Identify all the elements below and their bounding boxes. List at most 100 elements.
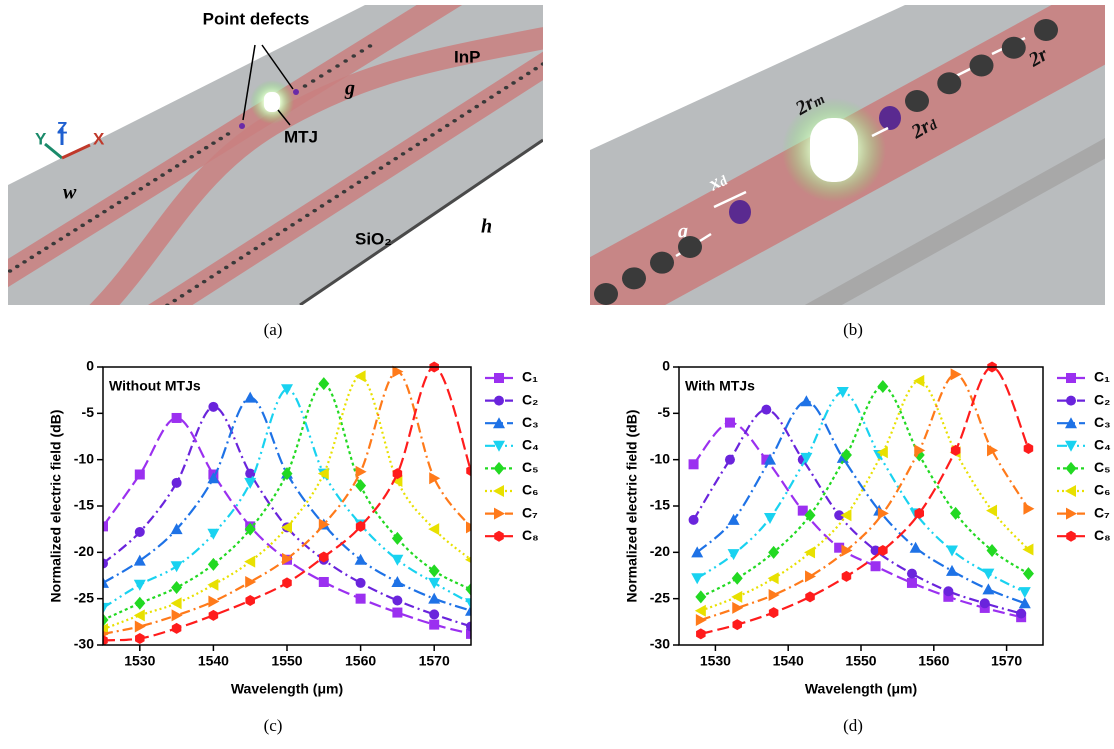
marker <box>725 418 735 428</box>
marker <box>494 462 505 475</box>
panel-label: (c) <box>264 716 283 735</box>
hole <box>937 72 961 94</box>
y-tick-label: -25 <box>650 589 670 605</box>
hole <box>189 155 194 159</box>
marker <box>429 609 439 619</box>
x-tick-label: 1560 <box>918 653 949 669</box>
hole <box>504 86 509 90</box>
hole <box>246 251 251 255</box>
marker <box>319 577 329 587</box>
hole <box>678 236 702 258</box>
legend-label: C₃ <box>522 414 539 430</box>
hole <box>102 210 107 214</box>
series-line <box>103 367 471 640</box>
marker <box>1016 608 1026 618</box>
hole <box>153 178 158 182</box>
hole <box>182 160 187 164</box>
marker <box>769 607 779 618</box>
hole <box>197 150 202 154</box>
marker <box>725 455 735 465</box>
marker <box>135 633 145 644</box>
hole <box>30 255 35 259</box>
hole <box>172 299 177 303</box>
x-tick-label: 1530 <box>700 653 731 669</box>
marker <box>1022 544 1033 556</box>
legend-label: C₁ <box>522 369 538 385</box>
marker <box>356 466 367 478</box>
series-line <box>701 381 1029 611</box>
marker <box>1023 567 1034 580</box>
hole <box>276 233 281 237</box>
marker <box>171 581 182 594</box>
marker <box>982 583 994 594</box>
x-axis-title: Wavelength (μm) <box>231 681 343 697</box>
hole <box>224 266 229 270</box>
hole <box>226 132 231 136</box>
hole <box>368 44 373 48</box>
series-line <box>697 392 1025 592</box>
y-tick-label: 0 <box>86 358 94 374</box>
legend-label: C₅ <box>522 459 539 475</box>
hole <box>80 224 85 228</box>
marker <box>429 620 439 630</box>
hole <box>489 95 494 99</box>
hole <box>452 119 457 123</box>
y-tick-label: -25 <box>74 589 94 605</box>
hole <box>15 265 20 269</box>
point-defect <box>879 106 901 130</box>
hole <box>327 199 332 203</box>
hole <box>379 166 384 170</box>
hole <box>519 76 524 80</box>
hole <box>88 219 93 223</box>
marker <box>732 602 743 614</box>
legend-label: C₅ <box>1094 459 1111 475</box>
hole <box>160 173 165 177</box>
marker <box>172 413 182 423</box>
marker <box>134 609 145 621</box>
marker <box>805 591 815 602</box>
marker <box>1066 508 1077 520</box>
marker <box>356 594 366 604</box>
marker <box>1065 485 1076 497</box>
marker <box>135 620 146 632</box>
hole <box>95 214 100 218</box>
plot-area <box>689 362 1035 640</box>
annotation: InP <box>454 47 480 66</box>
hole <box>467 110 472 114</box>
legend-label: C₈ <box>1094 527 1111 543</box>
legend-label: C₂ <box>522 391 538 407</box>
marker <box>208 558 219 571</box>
hole <box>8 269 13 273</box>
marker <box>878 507 889 519</box>
hole <box>124 196 129 200</box>
marker <box>805 570 816 582</box>
marker <box>1024 443 1034 454</box>
hole <box>218 137 223 141</box>
marker <box>1019 587 1031 598</box>
point-defect <box>293 89 299 95</box>
marker <box>907 578 917 588</box>
hole <box>158 308 163 312</box>
hole <box>131 192 136 196</box>
x-tick-label: 1560 <box>345 653 376 669</box>
marker <box>732 572 743 585</box>
marker <box>951 368 962 380</box>
hole <box>139 187 144 191</box>
hole <box>217 270 222 274</box>
y-tick-label: -20 <box>650 543 670 559</box>
hole <box>37 251 42 255</box>
mtj <box>264 92 280 112</box>
hole <box>423 138 428 142</box>
hole <box>334 195 339 199</box>
hole <box>445 124 450 128</box>
legend-label: C₇ <box>1094 504 1110 520</box>
series-line <box>103 389 471 608</box>
annotation: h <box>481 216 492 238</box>
marker <box>391 555 403 566</box>
hole <box>51 242 56 246</box>
marker <box>689 459 699 469</box>
hole <box>1002 37 1026 59</box>
series-line <box>701 374 1029 620</box>
point-defect <box>729 200 751 224</box>
hole <box>320 204 325 208</box>
